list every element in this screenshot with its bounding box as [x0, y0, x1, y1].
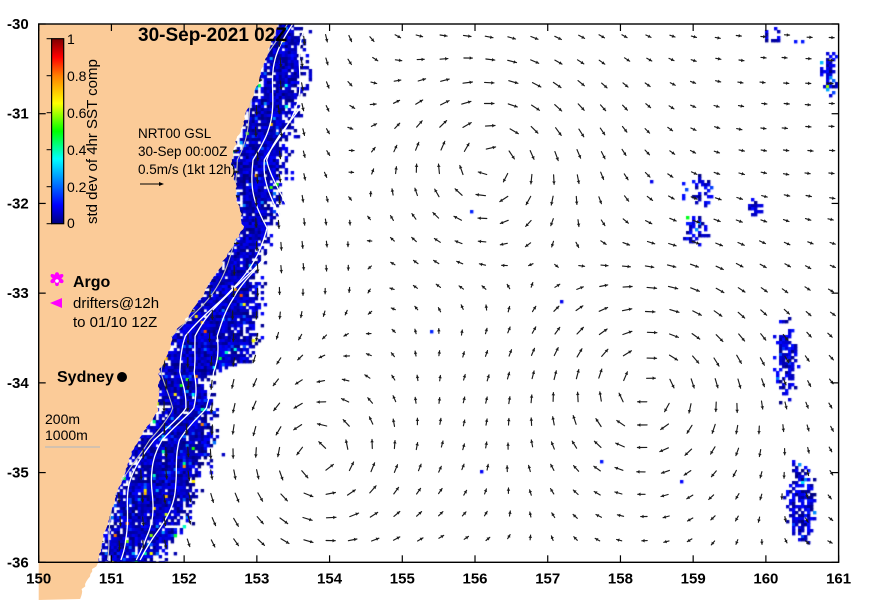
svg-text:Argo: Argo	[73, 274, 111, 291]
svg-text:159: 159	[681, 570, 706, 587]
svg-text:156: 156	[462, 570, 487, 587]
svg-text:158: 158	[608, 570, 633, 587]
svg-text:150: 150	[26, 570, 51, 587]
svg-text:std dev of 4hr SST comp: std dev of 4hr SST comp	[84, 59, 101, 224]
svg-text:30-Sep-2021 02Z: 30-Sep-2021 02Z	[138, 25, 287, 46]
svg-text:1000m: 1000m	[45, 427, 88, 443]
svg-text:-32: -32	[7, 195, 29, 212]
svg-text:161: 161	[826, 570, 851, 587]
svg-text:0.5m/s (1kt 12h): 0.5m/s (1kt 12h)	[138, 162, 236, 177]
svg-text:0: 0	[67, 215, 75, 231]
svg-text:-35: -35	[7, 465, 29, 482]
svg-text:-34: -34	[7, 375, 29, 392]
svg-text:drifters@12h: drifters@12h	[73, 295, 159, 312]
svg-text:153: 153	[244, 570, 269, 587]
svg-text:157: 157	[535, 570, 560, 587]
svg-text:NRT00 GSL: NRT00 GSL	[138, 126, 212, 141]
svg-text:154: 154	[317, 570, 343, 587]
svg-text:to 01/10 12Z: to 01/10 12Z	[73, 314, 157, 331]
svg-text:151: 151	[99, 570, 124, 587]
svg-text:Sydney: Sydney	[57, 369, 114, 386]
svg-text:152: 152	[172, 570, 197, 587]
svg-text:160: 160	[753, 570, 778, 587]
svg-text:-36: -36	[7, 554, 29, 571]
svg-text:-33: -33	[7, 285, 29, 302]
svg-text:30-Sep 00:00Z: 30-Sep 00:00Z	[138, 144, 227, 159]
svg-text:-30: -30	[7, 16, 29, 33]
svg-text:-31: -31	[7, 106, 29, 123]
svg-text:1: 1	[67, 31, 75, 47]
svg-text:200m: 200m	[45, 411, 80, 427]
svg-text:155: 155	[390, 570, 415, 587]
